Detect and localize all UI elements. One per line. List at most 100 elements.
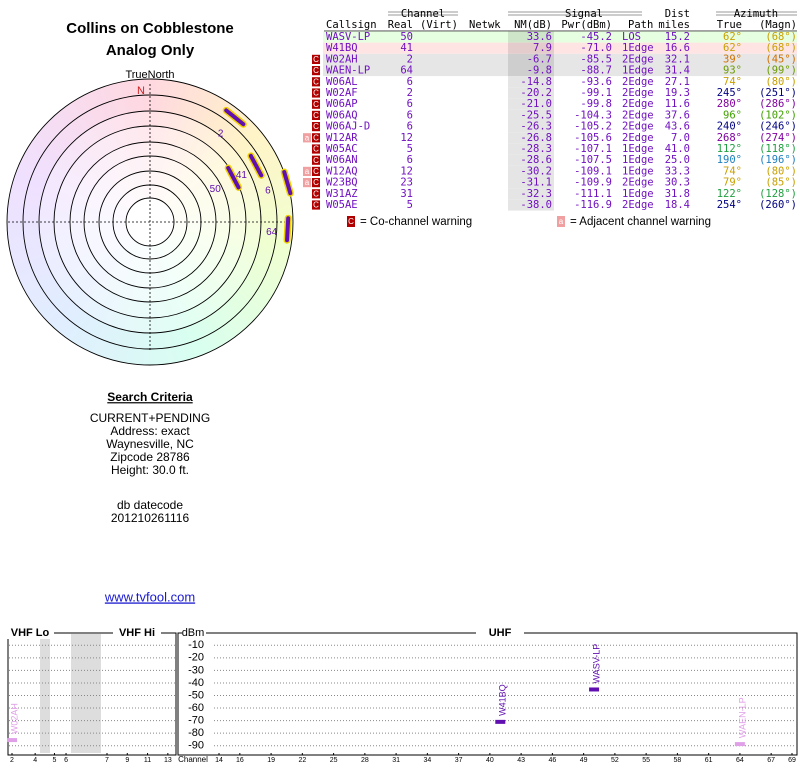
cell-dist: 33.3 (665, 165, 690, 177)
x-tick-label: 46 (548, 757, 556, 764)
column-header: Callsign (326, 19, 377, 31)
callsign: W05AE (326, 199, 358, 211)
polar-marker-label: 6 (265, 186, 271, 197)
warning-letter: a (305, 178, 310, 187)
row-background (323, 109, 797, 121)
polar-marker-label: 2 (218, 128, 224, 139)
nm-column-shade (508, 165, 554, 177)
x-tick-label: 22 (298, 757, 306, 764)
cell-pwr: -109.9 (574, 177, 612, 189)
x-tick-label: 14 (215, 757, 223, 764)
azimuth-true: 62° (723, 31, 742, 43)
search-line: CURRENT+PENDING (90, 411, 210, 425)
callsign: W02AF (326, 87, 358, 99)
cell-path: LOS (622, 31, 641, 43)
x-tick-label: 69 (788, 757, 796, 764)
warning-letter: C (313, 178, 319, 187)
real-channel: 50 (400, 31, 413, 43)
y-tick-label: -70 (188, 715, 204, 727)
x-tick-label: 13 (164, 757, 172, 764)
section-title-bg (113, 627, 161, 639)
azimuth-true: 79° (723, 177, 742, 189)
cell-dist: 19.3 (665, 87, 690, 99)
section-title-bg (6, 627, 54, 639)
azimuth-magn: (246°) (759, 121, 797, 133)
real-channel: 12 (400, 132, 413, 144)
cell-path: 2Edge (622, 76, 654, 88)
datecode-label: db datecode (117, 498, 183, 512)
azimuth-magn: (85°) (765, 177, 797, 189)
azimuth-true: 254° (717, 199, 742, 211)
azimuth-magn: (118°) (759, 143, 797, 155)
callsign: WASV-LP (326, 31, 370, 43)
nm-column-shade (508, 65, 554, 77)
column-header: Real (388, 19, 413, 31)
row-background (323, 31, 797, 43)
warning-letter: C (313, 189, 319, 198)
cell-path: 1Edge (622, 154, 654, 166)
search-line: Waynesville, NC (106, 437, 194, 451)
azimuth-magn: (80°) (765, 76, 797, 88)
azimuth-true: 39° (723, 53, 742, 65)
nm-column-shade (508, 188, 554, 200)
cell-nm: -30.2 (520, 165, 552, 177)
x-tick-label: 49 (580, 757, 588, 764)
warning-icon (312, 88, 320, 98)
polar-marker-label: 64 (266, 227, 278, 238)
group-header: Signal (565, 8, 603, 20)
azimuth-magn: (196°) (759, 154, 797, 166)
warning-letter: C (313, 100, 319, 109)
azimuth-true: 245° (717, 87, 742, 99)
subtitle: Analog Only (106, 42, 195, 59)
callsign: W31AZ (326, 188, 358, 200)
section-title-bg (182, 627, 206, 639)
cell-nm: -14.8 (520, 76, 552, 88)
nm-column-shade (508, 109, 554, 121)
polar-marker (224, 108, 246, 127)
azimuth-true: 74° (723, 76, 742, 88)
row-background (323, 121, 797, 133)
title: Collins on Cobblestone (66, 20, 234, 37)
callsign: WAEN-LP (326, 65, 370, 77)
y-tick-label: -10 (188, 639, 204, 651)
nm-column-shade (508, 132, 554, 144)
cell-path: 2Edge (622, 121, 654, 133)
callsign: W12AR (326, 132, 358, 144)
signal-label: W41BQ (498, 684, 508, 716)
cell-dist: 37.6 (665, 109, 690, 121)
column-header: (Magn) (759, 19, 797, 31)
polar-label: TrueNorth (125, 69, 174, 81)
group-header: Dist (665, 8, 690, 20)
y-axis-label: dBm (182, 627, 205, 639)
polar-marker-label: 41 (236, 170, 248, 181)
group-header-bg (397, 8, 449, 20)
cell-nm: -25.5 (520, 109, 552, 121)
cell-pwr: -116.9 (574, 199, 612, 211)
polar-marker (282, 170, 293, 196)
y-tick-label: -80 (188, 727, 204, 739)
cell-nm: 33.6 (527, 31, 552, 43)
vhf-gap (71, 634, 101, 753)
x-tick-label: 19 (267, 757, 275, 764)
link[interactable]: www.tvfool.com (104, 589, 195, 604)
warning-icon (312, 110, 320, 120)
azimuth-magn: (274°) (759, 132, 797, 144)
cell-nm: -31.1 (520, 177, 552, 189)
cell-path: 1Edge (622, 143, 654, 155)
cell-pwr: -105.2 (574, 121, 612, 133)
warning-icon (312, 77, 320, 87)
row-background (323, 42, 797, 54)
warning-letter: C (313, 77, 319, 86)
cell-dist: 30.3 (665, 177, 690, 189)
cell-dist: 32.1 (665, 53, 690, 65)
cell-path: 1Edge (622, 188, 654, 200)
callsign: W06AQ (326, 109, 358, 121)
section-title-bg (476, 627, 524, 639)
cell-dist: 31.4 (665, 65, 690, 77)
warning-letter: C (313, 145, 319, 154)
polar-marker-label: 50 (210, 184, 222, 195)
group-header-bg (730, 8, 782, 20)
datecode: 201210261116 (111, 511, 190, 525)
warning-letter: C (313, 201, 319, 210)
